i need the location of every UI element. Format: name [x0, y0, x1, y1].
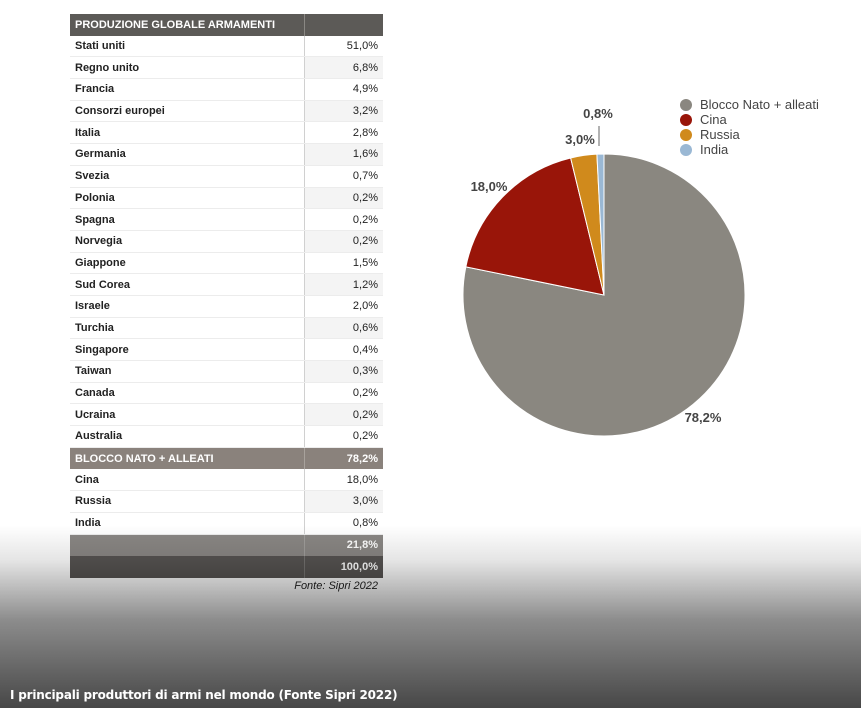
legend-swatch: [680, 128, 692, 141]
slice-label: 78,2%: [685, 410, 722, 425]
image-caption: I principali produttori di armi nel mond…: [10, 688, 398, 702]
legend-swatch: [680, 143, 692, 156]
chart-legend: Blocco Nato + alleati Cina Russia India: [680, 97, 819, 157]
legend-label: Blocco Nato + alleati: [700, 97, 819, 112]
legend-swatch: [680, 98, 692, 111]
legend-swatch: [680, 113, 692, 126]
slice-label: 3,0%: [565, 132, 595, 147]
legend-label: Cina: [700, 112, 727, 127]
legend-item: Cina: [680, 112, 819, 127]
slice-label: 0,8%: [583, 106, 613, 121]
legend-label: India: [700, 142, 729, 157]
slice-label: 18,0%: [471, 179, 508, 194]
legend-item: India: [680, 142, 819, 157]
legend-item: Blocco Nato + alleati: [680, 97, 819, 112]
legend-item: Russia: [680, 127, 819, 142]
legend-label: Russia: [700, 127, 740, 142]
